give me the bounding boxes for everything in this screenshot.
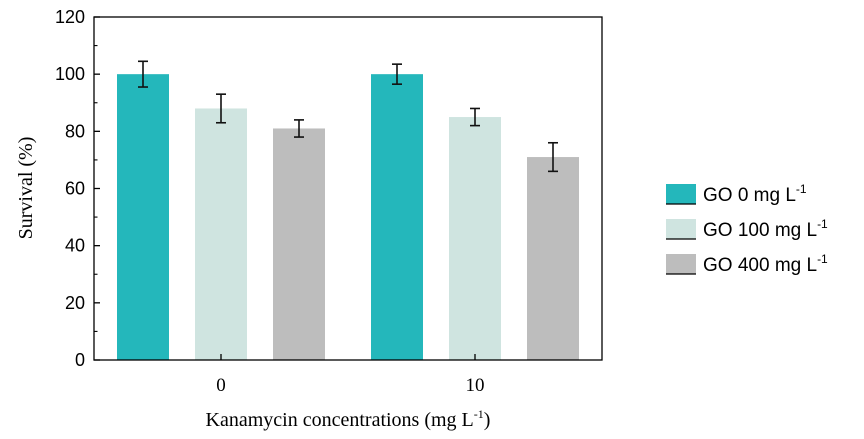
bar xyxy=(195,108,247,360)
legend: GO 0 mg L-1GO 100 mg L-1GO 400 mg L-1 xyxy=(666,182,828,276)
legend-label: GO 400 mg L-1 xyxy=(703,252,828,276)
legend-label-sup: -1 xyxy=(817,217,828,231)
y-tick-label: 0 xyxy=(75,350,85,370)
y-tick-label: 80 xyxy=(65,121,85,141)
x-tick-label: 10 xyxy=(466,375,485,396)
legend-label-sup: -1 xyxy=(817,252,828,266)
legend-label-main: GO 0 mg L xyxy=(703,185,796,206)
y-tick-label: 60 xyxy=(65,179,85,199)
x-axis-title-main: Kanamycin concentrations (mg L xyxy=(206,409,474,431)
bar xyxy=(273,128,325,360)
legend-label: GO 100 mg L-1 xyxy=(703,217,828,241)
y-axis-ticks: 0 20 40 60 80 100 120 xyxy=(55,7,100,370)
bars-group xyxy=(117,74,579,361)
plot-frame xyxy=(93,16,603,361)
bar xyxy=(371,74,423,361)
bar xyxy=(117,74,169,361)
y-tick-label: 40 xyxy=(65,236,85,256)
bar xyxy=(527,157,579,360)
x-axis-title-sup: -1 xyxy=(474,407,484,421)
x-axis-ticks: 0 10 xyxy=(216,354,485,396)
x-axis-title-end: ) xyxy=(484,409,491,431)
error-bars-group xyxy=(138,60,558,173)
legend-swatch xyxy=(666,219,696,239)
legend-label: GO 0 mg L-1 xyxy=(703,182,807,206)
legend-swatch xyxy=(666,184,696,204)
legend-label-sup: -1 xyxy=(796,182,807,196)
x-tick-label: 0 xyxy=(216,375,226,396)
y-tick-label: 100 xyxy=(55,64,85,84)
y-tick-label: 20 xyxy=(65,293,85,313)
legend-label-main: GO 100 mg L xyxy=(703,220,817,241)
y-tick-label: 120 xyxy=(55,7,85,27)
legend-swatch xyxy=(666,254,696,274)
legend-label-main: GO 400 mg L xyxy=(703,255,817,276)
x-axis-title: Kanamycin concentrations (mg L-1) xyxy=(206,407,491,431)
bar xyxy=(449,117,501,361)
y-axis-title: Survival (%) xyxy=(15,137,37,240)
